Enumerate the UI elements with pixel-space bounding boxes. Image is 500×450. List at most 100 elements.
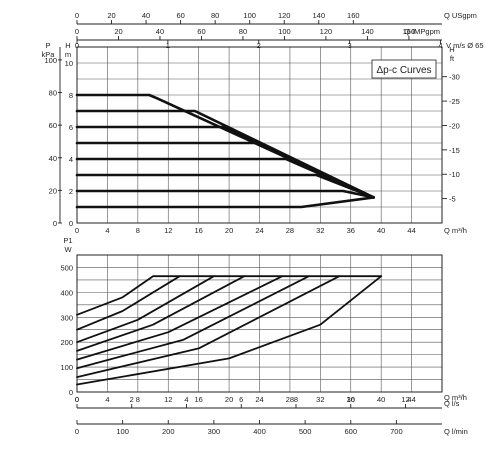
bottom-curve-line	[76, 275, 246, 352]
bottom-x-tick-label: 32	[316, 395, 324, 404]
bottom-x-tick-label: 16	[194, 395, 202, 404]
bottom-curve-line	[76, 275, 310, 370]
ls-axis-title: Q l/s	[444, 399, 460, 408]
impgpm-tick-label: 140	[361, 27, 374, 36]
usgpm-tick-label: 80	[211, 11, 219, 20]
bottom-curve-line	[76, 275, 215, 344]
top-y-tick-label: 0	[69, 219, 73, 228]
top-ft-tick-label: -15	[449, 146, 460, 155]
top-h-axis-unit: m	[65, 50, 71, 59]
usgpm-tick-label: 20	[107, 11, 115, 20]
top-x-tick-label: 24	[255, 226, 263, 235]
bottom-power-axis-title: P1	[63, 236, 72, 245]
ls-tick-label: 4	[184, 395, 188, 404]
ls-tick-label: 0	[75, 395, 79, 404]
top-x-axis-title: Q m³/h	[444, 226, 467, 235]
top-pressure-tick-label: 80	[49, 89, 57, 98]
lmin-tick-label: 700	[390, 427, 403, 436]
top-pressure-tick-label: 60	[49, 121, 57, 130]
top-y-tick-label: 4	[69, 155, 73, 164]
bottom-curve-line	[76, 275, 383, 386]
bottom-y-tick-label: 400	[60, 288, 73, 297]
top-ft-tick-label: -5	[449, 195, 456, 204]
top-ft-tick-label: -30	[449, 73, 460, 82]
top-pressure-tick-label: 40	[49, 154, 57, 163]
top-pressure-axis-title: P	[45, 41, 50, 50]
impgpm-tick-label: 100	[278, 27, 291, 36]
bottom-y-tick-label: 0	[69, 388, 73, 397]
top-x-tick-label: 36	[347, 226, 355, 235]
bottom-curve-line	[76, 275, 341, 378]
lmin-tick-label: 600	[344, 427, 357, 436]
chart-title: Δp-c Curves	[376, 65, 431, 76]
top-ft-axis-title: H	[449, 45, 454, 54]
top-chart-axes: 0 4 8 12 16 20 24 28 32 36 40 440246810020406080100…	[42, 11, 484, 235]
bottom-x-tick-label: 36	[347, 395, 355, 404]
bottom-x-tick-label: 20	[225, 395, 233, 404]
bottom-chart-axes: 0 4 8 12 16 20 24 28 32 36 40 440100200300400500P1W…	[60, 236, 467, 436]
top-ft-tick-label: -20	[449, 121, 460, 130]
impgpm-tick-label: 80	[239, 27, 247, 36]
bottom-y-tick-label: 200	[60, 338, 73, 347]
ls-tick-label: 8	[294, 395, 298, 404]
bottom-x-tick-label: 12	[164, 395, 172, 404]
chart-title-box: Δp-c Curves	[371, 59, 437, 79]
usgpm-tick-label: 40	[142, 11, 150, 20]
ls-tick-label: 12	[401, 395, 409, 404]
usgpm-tick-label: 120	[278, 11, 291, 20]
top-x-tick-label: 44	[407, 226, 415, 235]
bottom-x-tick-label: 4	[105, 395, 109, 404]
lmin-axis-title: Q l/min	[444, 427, 468, 436]
bottom-chart-curves	[76, 275, 383, 386]
velocity-tick-label: 4	[438, 41, 442, 50]
bottom-x-tick-label: 44	[407, 395, 415, 404]
bottom-y-tick-label: 300	[60, 313, 73, 322]
bottom-curve-line	[76, 275, 181, 331]
usgpm-tick-label: 140	[313, 11, 326, 20]
bottom-x-tick-label: 8	[136, 395, 140, 404]
bottom-power-axis-unit: W	[64, 245, 72, 254]
top-curve-line	[75, 125, 375, 199]
bottom-curve-line	[76, 275, 284, 361]
top-chart-curves	[75, 93, 375, 209]
lmin-tick-label: 300	[208, 427, 221, 436]
bottom-plot-frame	[76, 254, 443, 393]
top-x-tick-label: 32	[316, 226, 324, 235]
top-y-tick-label: 6	[69, 123, 73, 132]
top-pressure-tick-label: 0	[53, 219, 57, 228]
impgpm-tick-label: 120	[320, 27, 333, 36]
lmin-tick-label: 0	[75, 427, 79, 436]
impgpm-tick-label: 60	[197, 27, 205, 36]
top-curve-line	[75, 196, 375, 209]
bottom-x-tick-label: 28	[286, 395, 294, 404]
ls-tick-label: 2	[130, 395, 134, 404]
top-h-axis-title: H	[65, 41, 70, 50]
velocity-tick-label: 0	[75, 41, 79, 50]
top-x-tick-label: 40	[377, 226, 385, 235]
lmin-tick-label: 400	[253, 427, 266, 436]
top-x-tick-label: 0	[75, 226, 79, 235]
lmin-tick-label: 100	[116, 427, 129, 436]
usgpm-tick-label: 0	[75, 11, 79, 20]
title-box-border	[371, 59, 437, 79]
impgpm-tick-label: 20	[114, 27, 122, 36]
impgpm-axis-title: Q IMPgpm	[404, 27, 440, 36]
top-ft-tick-label: -10	[449, 170, 460, 179]
top-x-tick-label: 16	[194, 226, 202, 235]
top-y-tick-label: 8	[69, 91, 73, 100]
usgpm-tick-label: 100	[243, 11, 256, 20]
ls-tick-label: 6	[239, 395, 243, 404]
top-x-tick-label: 8	[136, 226, 140, 235]
top-x-tick-label: 20	[225, 226, 233, 235]
bottom-y-tick-label: 500	[60, 263, 73, 272]
usgpm-axis-title: Q USgpm	[444, 11, 477, 20]
top-plot-frame	[76, 46, 443, 224]
usgpm-tick-label: 160	[347, 11, 360, 20]
ls-tick-label: 10	[347, 395, 355, 404]
bottom-x-axis-title: Q m³/h	[444, 393, 467, 402]
top-y-tick-label: 10	[65, 59, 73, 68]
top-curve-line	[75, 93, 375, 199]
impgpm-tick-label: 0	[75, 27, 79, 36]
